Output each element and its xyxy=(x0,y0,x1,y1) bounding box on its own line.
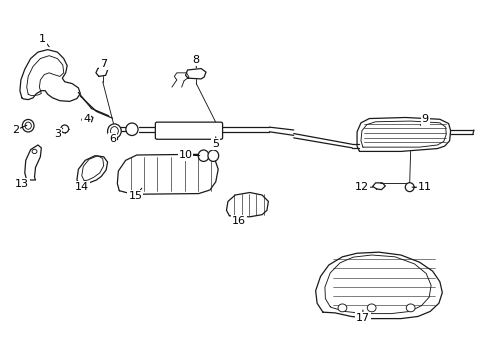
Text: 10: 10 xyxy=(178,150,193,160)
Text: 8: 8 xyxy=(193,55,200,65)
Ellipse shape xyxy=(61,125,69,133)
Text: 9: 9 xyxy=(422,114,429,124)
Text: 11: 11 xyxy=(418,182,432,192)
Text: 1: 1 xyxy=(39,34,46,44)
Text: 14: 14 xyxy=(74,182,89,192)
Text: 5: 5 xyxy=(212,139,219,149)
Ellipse shape xyxy=(406,304,415,312)
Text: 4: 4 xyxy=(83,114,90,124)
Text: 12: 12 xyxy=(355,182,369,192)
Ellipse shape xyxy=(32,149,37,154)
Text: 16: 16 xyxy=(232,216,246,226)
Ellipse shape xyxy=(368,304,376,312)
Ellipse shape xyxy=(208,150,219,161)
Text: 17: 17 xyxy=(356,312,370,323)
Ellipse shape xyxy=(108,124,121,138)
Text: 6: 6 xyxy=(109,134,116,144)
Ellipse shape xyxy=(111,127,118,135)
Text: 2: 2 xyxy=(12,125,20,135)
Ellipse shape xyxy=(126,123,138,135)
Ellipse shape xyxy=(25,122,31,129)
Ellipse shape xyxy=(405,183,414,192)
Text: 3: 3 xyxy=(54,129,61,139)
Text: 15: 15 xyxy=(128,191,143,201)
FancyBboxPatch shape xyxy=(155,122,222,139)
Ellipse shape xyxy=(338,304,347,312)
Ellipse shape xyxy=(23,120,34,132)
Ellipse shape xyxy=(198,150,209,161)
Text: 7: 7 xyxy=(100,59,107,69)
Text: 13: 13 xyxy=(15,179,29,189)
